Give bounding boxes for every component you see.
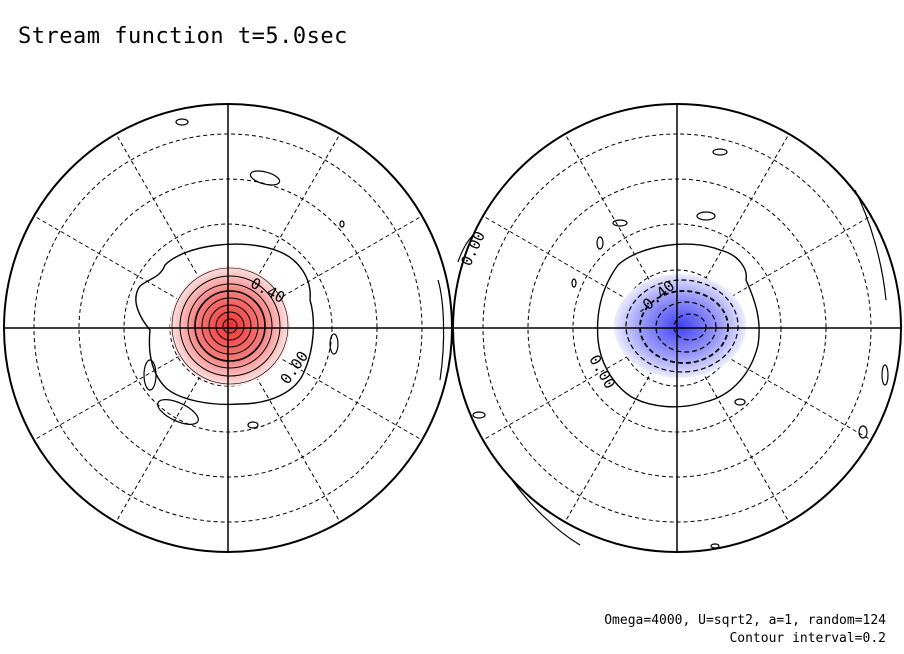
contour-label-000-edge: 0.00 (457, 228, 489, 268)
axes (453, 104, 901, 552)
right-hemisphere: -0.40 0.00 0.00 (452, 103, 902, 553)
vortex-contours (625, 279, 739, 373)
left-hemisphere: 0.40 0.00 (3, 103, 453, 553)
zero-contour (135, 243, 315, 406)
zero-contour (596, 243, 760, 408)
figure-footer: Omega=4000, U=sqrt2, a=1, random=124 Con… (604, 612, 886, 648)
figure-title: Stream function t=5.0sec (18, 24, 348, 49)
parameters-text: Omega=4000, U=sqrt2, a=1, random=124 (604, 613, 886, 628)
contour-interval-text: Contour interval=0.2 (729, 631, 886, 646)
contour-label-000: 0.00 (585, 352, 619, 392)
hemisphere-boundary (452, 103, 902, 553)
vortex-contours (171, 267, 289, 385)
small-contours (143, 118, 445, 429)
axes (4, 104, 452, 552)
